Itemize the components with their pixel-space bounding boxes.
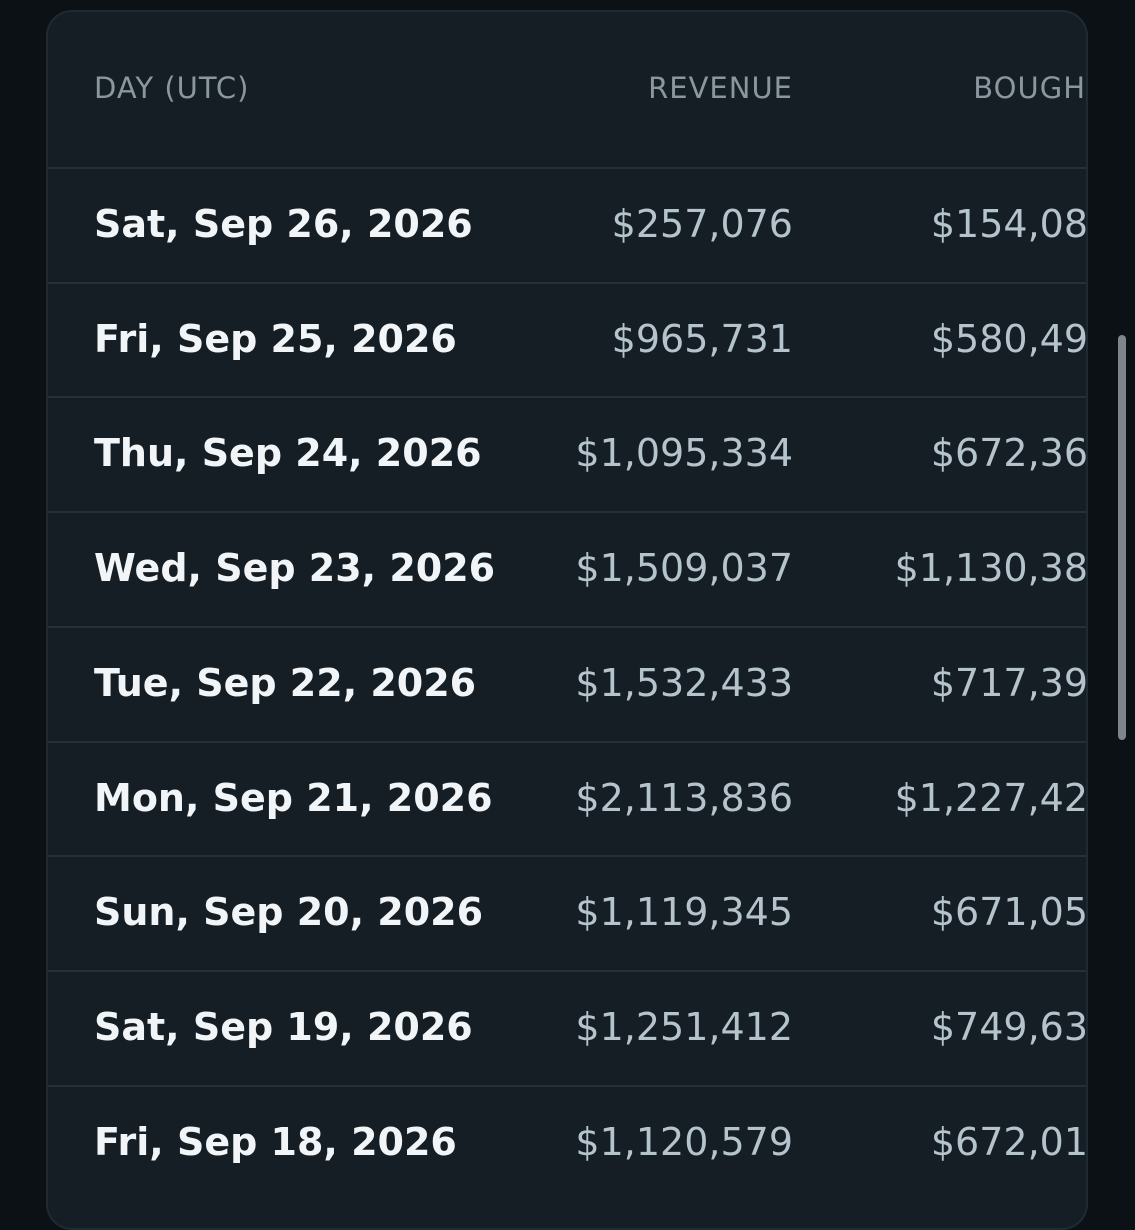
row-divider xyxy=(48,625,1086,628)
day-cell: Tue, Sep 22, 2026 xyxy=(94,660,477,705)
row-divider xyxy=(48,969,1086,972)
day-cell: Thu, Sep 24, 2026 xyxy=(94,431,482,476)
day-cell: Sun, Sep 20, 2026 xyxy=(94,890,484,935)
revenue-cell: $965,731 xyxy=(611,316,793,361)
column-header: REVENUE xyxy=(648,71,793,105)
row-divider xyxy=(48,740,1086,743)
revenue-cell: $257,076 xyxy=(611,202,793,246)
day-cell: Fri, Sep 18, 2026 xyxy=(94,1119,457,1164)
revenue-cell: $1,509,037 xyxy=(575,546,793,591)
revenue-cell: $1,119,345 xyxy=(575,890,793,935)
day-cell: Sat, Sep 19, 2026 xyxy=(94,1004,473,1049)
row-divider xyxy=(48,855,1086,858)
revenue-cell: $2,113,836 xyxy=(575,775,793,820)
day-cell: Wed, Sep 23, 2026 xyxy=(94,546,496,591)
column-header: DAY (UTC) xyxy=(94,71,250,105)
day-cell: Fri, Sep 25, 2026 xyxy=(94,316,457,361)
bought-cell: $1,130,38 xyxy=(894,546,1088,591)
row-divider xyxy=(48,281,1086,284)
revenue-cell: $1,095,334 xyxy=(575,431,793,476)
scrollbar[interactable] xyxy=(1118,335,1126,740)
bought-cell: $749,63 xyxy=(930,1004,1088,1049)
page: DAY (UTC) REVENUE BOUGH Sat, Sep 26, 2026 $2… xyxy=(46,10,1126,1230)
row-divider xyxy=(48,511,1086,514)
bought-cell: $580,49 xyxy=(930,316,1088,361)
day-cell: Mon, Sep 21, 2026 xyxy=(94,775,493,820)
row-divider xyxy=(48,1084,1086,1087)
day-cell: Sat, Sep 26, 2026 xyxy=(94,202,473,246)
revenue-cell: $1,532,433 xyxy=(575,660,793,705)
row-divider xyxy=(48,396,1086,399)
revenue-cell: $1,120,579 xyxy=(575,1119,793,1164)
bought-cell: $1,227,42 xyxy=(894,775,1088,820)
bought-cell: $154,08 xyxy=(930,202,1088,246)
bought-cell: $672,36 xyxy=(930,431,1088,476)
revenue-cell: $1,251,412 xyxy=(575,1004,793,1049)
bought-cell: $672,01 xyxy=(930,1119,1088,1164)
bought-cell: $671,05 xyxy=(930,890,1088,935)
row-divider xyxy=(48,167,1086,169)
table-card: DAY (UTC) REVENUE BOUGH Sat, Sep 26, 2026 $2… xyxy=(46,10,1088,1230)
column-header: BOUGH xyxy=(973,71,1086,105)
bought-cell: $717,39 xyxy=(930,660,1088,705)
